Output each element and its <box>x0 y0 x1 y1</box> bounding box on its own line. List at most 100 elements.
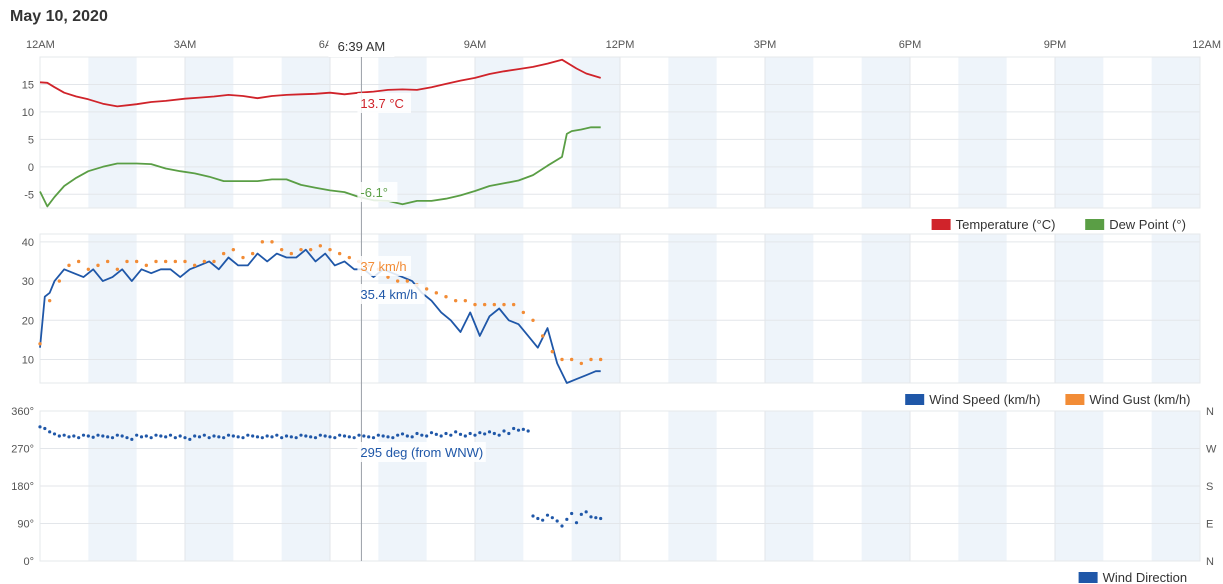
data-point <box>453 298 458 303</box>
data-point <box>468 431 472 436</box>
data-point <box>318 433 322 437</box>
series-line <box>39 126 601 208</box>
data-point <box>52 432 57 436</box>
hour-band <box>861 57 910 208</box>
data-point <box>144 434 148 438</box>
data-point <box>125 259 129 264</box>
hour-band <box>1151 234 1200 383</box>
data-point <box>478 431 482 435</box>
hour-band <box>765 234 814 383</box>
panel-frame <box>39 233 1201 384</box>
data-point <box>483 432 487 436</box>
data-point <box>526 429 530 433</box>
x-tick-label: 12AM <box>26 39 55 51</box>
series-line <box>39 248 601 384</box>
data-point <box>386 275 390 279</box>
data-point <box>313 436 318 440</box>
night-bands <box>88 57 1200 561</box>
data-point <box>429 431 434 435</box>
data-point <box>309 435 313 439</box>
data-point <box>57 434 61 438</box>
legend: Dew Point (°) Temperature (°C) Wind Gust (… <box>905 217 1191 584</box>
hour-band <box>88 234 137 383</box>
data-point <box>395 279 400 283</box>
data-point <box>516 428 521 432</box>
data-point <box>381 434 385 438</box>
hour-band <box>88 57 137 208</box>
data-point <box>511 302 516 307</box>
data-point <box>550 349 555 354</box>
data-point <box>231 434 235 438</box>
hour-band <box>571 234 620 383</box>
data-point <box>328 435 332 439</box>
data-point <box>405 434 409 438</box>
data-point <box>86 267 91 271</box>
legend-swatch <box>1085 219 1105 230</box>
data-point <box>367 435 371 439</box>
data-point <box>400 432 405 436</box>
data-point <box>579 512 583 516</box>
x-tick-label: 3AM <box>174 39 197 51</box>
data-point <box>482 302 487 307</box>
x-tick-label: 3PM <box>754 39 777 51</box>
data-point <box>105 259 110 264</box>
data-point <box>458 432 463 436</box>
x-tick-label: 9PM <box>1044 39 1067 51</box>
data-point <box>67 263 71 268</box>
data-point <box>115 433 119 437</box>
data-point <box>154 433 158 437</box>
data-point <box>96 263 100 268</box>
data-point <box>570 511 574 516</box>
hour-band <box>958 234 1007 383</box>
y-right-tick-label: S <box>1206 481 1213 493</box>
x-tick-label: 12AM <box>1192 39 1221 51</box>
panel-frame <box>39 410 1201 562</box>
y-tick-label: 180° <box>11 481 34 493</box>
data-point <box>217 435 221 439</box>
data-point <box>280 436 284 440</box>
data-point <box>342 434 347 438</box>
hour-band <box>281 234 330 383</box>
data-point <box>444 295 448 299</box>
value-annotation: 37 km/h <box>360 259 406 274</box>
data-point <box>193 434 197 438</box>
data-point <box>164 435 168 439</box>
hour-band <box>571 57 620 208</box>
data-point <box>584 510 588 514</box>
value-annotation-bg <box>357 284 425 304</box>
data-point <box>106 435 110 439</box>
data-point <box>188 437 192 441</box>
data-point <box>449 433 453 437</box>
data-point <box>521 310 526 315</box>
data-point <box>357 433 361 437</box>
data-point <box>424 287 429 291</box>
data-point <box>47 298 52 303</box>
y-tick-label: 360° <box>11 406 34 418</box>
y-tick-label: 40 <box>22 237 34 249</box>
data-point <box>159 434 163 438</box>
data-point <box>275 433 279 437</box>
data-point <box>362 434 366 438</box>
value-annotation-bg <box>357 93 412 113</box>
data-point <box>415 431 419 436</box>
data-point <box>594 516 598 520</box>
data-point <box>62 433 66 437</box>
data-point <box>531 514 535 518</box>
data-point <box>492 431 496 436</box>
data-point <box>434 291 439 295</box>
data-point <box>226 433 231 437</box>
data-point <box>270 435 274 439</box>
y-tick-label: -5 <box>24 189 34 201</box>
data-point <box>434 432 438 436</box>
data-point <box>221 251 226 256</box>
data-point <box>410 435 414 439</box>
legend-label: Wind Gust (km/h) <box>1089 392 1190 407</box>
value-annotation: 295 deg (from WNW) <box>360 445 483 460</box>
y-right-tick-label: N <box>1206 556 1214 568</box>
hour-band <box>765 57 814 208</box>
data-point <box>173 259 178 264</box>
value-annotation-bg <box>357 256 412 276</box>
data-point <box>270 240 274 244</box>
hour-band <box>1151 57 1200 208</box>
data-point <box>134 259 139 264</box>
